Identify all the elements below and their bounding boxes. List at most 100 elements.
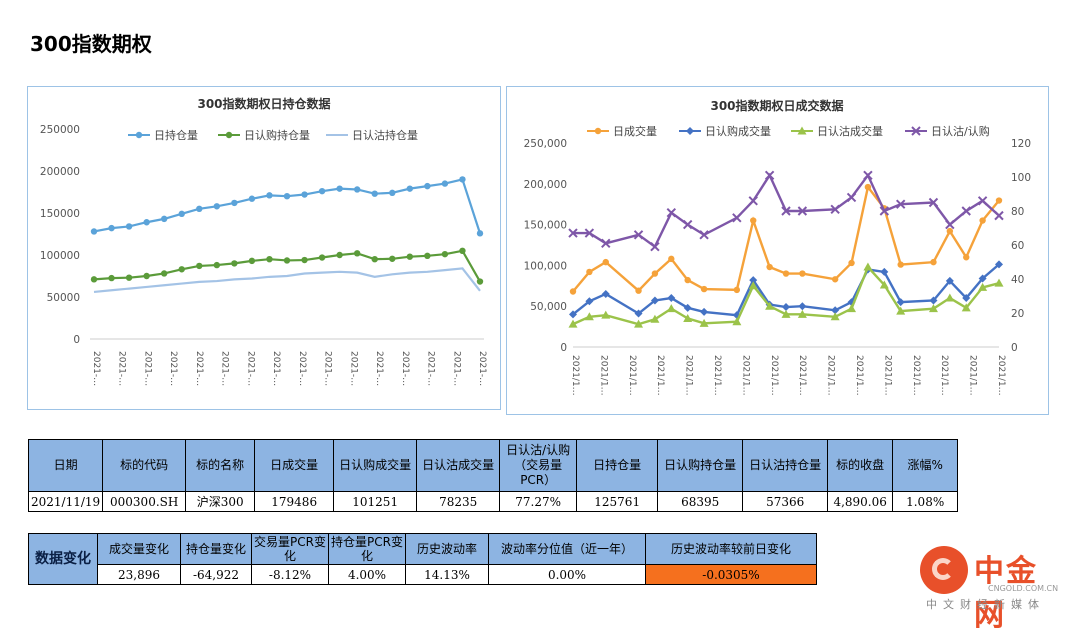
chart1-xtick-label: 2021-… — [297, 351, 307, 386]
data-change-label: 数据变化 — [28, 533, 98, 585]
chart1-point — [406, 185, 414, 192]
chart1-point — [248, 195, 256, 202]
chart2-point — [978, 274, 987, 283]
table2-cell: 4.00% — [328, 564, 406, 585]
chart1-point — [371, 190, 378, 197]
chart2-title: 300指数期权日成交数据 — [710, 98, 843, 113]
table2-header: 历史波动率较前日变化 — [645, 533, 817, 565]
chart2-point — [797, 206, 808, 216]
volume-chart: 300指数期权日成交数据 250,000 200,000 150,000 100,000… — [506, 86, 1049, 415]
table2-header: 成交量变化 — [97, 533, 181, 565]
chart2-point — [831, 306, 840, 315]
chart1-ytick-label: 50000 — [47, 292, 80, 304]
chart2-point — [568, 319, 578, 328]
chart1-point — [476, 278, 484, 285]
chart2-point — [994, 278, 1004, 287]
chart1-xtick-label: 2021-… — [168, 351, 178, 386]
chart1-point — [90, 276, 98, 283]
chart1-point — [283, 193, 291, 200]
table1-cell: 57366 — [742, 491, 829, 512]
chart2-point — [945, 219, 955, 230]
chart2-point — [962, 294, 971, 303]
chart2-point — [650, 314, 660, 323]
chart1-point — [178, 266, 185, 273]
table2-header: 持仓量变化 — [180, 533, 252, 565]
chart2-point — [666, 304, 676, 313]
chart1-point — [459, 176, 466, 183]
chart2-point — [929, 296, 938, 305]
chart2-xtick-label: 2021/1… — [655, 355, 665, 396]
chart2-point — [601, 289, 610, 298]
chart1-point — [248, 257, 256, 265]
table1-header: 日成交量 — [254, 439, 335, 492]
chart2-point — [978, 282, 988, 291]
chart2-point — [733, 286, 741, 294]
chart2-point — [602, 258, 609, 266]
chart2-point — [764, 170, 775, 181]
chart1-legend-marker — [135, 131, 143, 139]
table1-header: 涨幅% — [892, 439, 959, 492]
chart2-point — [765, 301, 775, 310]
chart2-point — [569, 288, 577, 295]
chart1-series-line — [93, 178, 482, 234]
table1-cell: 2021/11/19 — [27, 491, 104, 512]
chart1-point — [389, 255, 396, 262]
table2-header: 历史波动率 — [405, 533, 489, 565]
chart2-y2tick-label: 60 — [1011, 240, 1024, 252]
chart2-point — [961, 303, 971, 312]
chart2-point — [797, 309, 807, 318]
chart2-point — [586, 268, 593, 276]
chart1-xtick-label: 2021-… — [374, 351, 384, 386]
chart2-legend-label: 日成交量 — [613, 124, 657, 138]
chart2-point — [569, 310, 577, 319]
table1-header: 日认购成交量 — [333, 439, 418, 492]
cngold-logo-icon — [920, 546, 968, 594]
chart1-xtick-label: 2021-… — [426, 351, 436, 386]
volume-chart-svg: 300指数期权日成交数据 250,000 200,000 150,000 100,000… — [524, 98, 1031, 396]
chart2-legend-marker — [797, 126, 807, 135]
table2-header: 持仓量PCR变化 — [328, 533, 406, 565]
table1-cell: 1.08% — [892, 491, 959, 512]
chart2-point — [748, 281, 758, 290]
table1-header: 标的收盘 — [827, 439, 894, 492]
chart1-point — [406, 253, 414, 260]
chart2-legend-label: 日认沽成交量 — [817, 124, 883, 138]
chart2-ytick-label: 50,000 — [530, 301, 567, 313]
chart2-point — [831, 276, 839, 283]
chart2-point — [863, 262, 873, 271]
chart2-point — [781, 206, 791, 216]
chart1-point — [213, 203, 221, 210]
table2-cell: 23,896 — [97, 564, 181, 585]
chart2-point — [782, 270, 790, 277]
table1-header: 日认购持仓量 — [657, 439, 744, 492]
chart2-point — [601, 310, 611, 319]
chart2-point — [732, 311, 741, 320]
table1-header: 日认沽持仓量 — [742, 439, 829, 492]
chart2-ytick-label: 250,000 — [524, 138, 567, 150]
table2-cell: 0.00% — [488, 564, 646, 585]
chart2-point — [963, 254, 970, 261]
chart2-point — [568, 228, 578, 238]
chart1-ytick-label: 0 — [73, 334, 80, 346]
chart2-point — [896, 306, 906, 315]
chart1-point — [125, 223, 133, 230]
chart2-ytick-label: 200,000 — [524, 179, 567, 191]
chart2-legend-marker — [686, 127, 694, 135]
chart2-point — [799, 270, 806, 277]
table1-header: 标的名称 — [185, 439, 256, 492]
chart2-point — [651, 270, 659, 277]
chart2-point — [977, 196, 988, 206]
chart2-xtick-label: 2021/1… — [598, 355, 608, 396]
table1-cell: 179486 — [254, 491, 335, 512]
chart2-ytick-label: 150,000 — [524, 220, 567, 232]
chart1-point — [178, 210, 185, 218]
chart2-point — [830, 204, 840, 215]
table1-header: 日认沽/认购（交易量PCR） — [499, 439, 578, 492]
chart2-point — [879, 280, 889, 289]
chart1-ytick-label: 200000 — [40, 166, 80, 178]
chart2-point — [749, 276, 758, 285]
logo-en-text: CNGOLD.COM.CN — [988, 584, 1059, 593]
chart2-legend-marker — [911, 126, 921, 136]
chart2-point — [635, 287, 642, 294]
chart1-point — [301, 191, 308, 198]
